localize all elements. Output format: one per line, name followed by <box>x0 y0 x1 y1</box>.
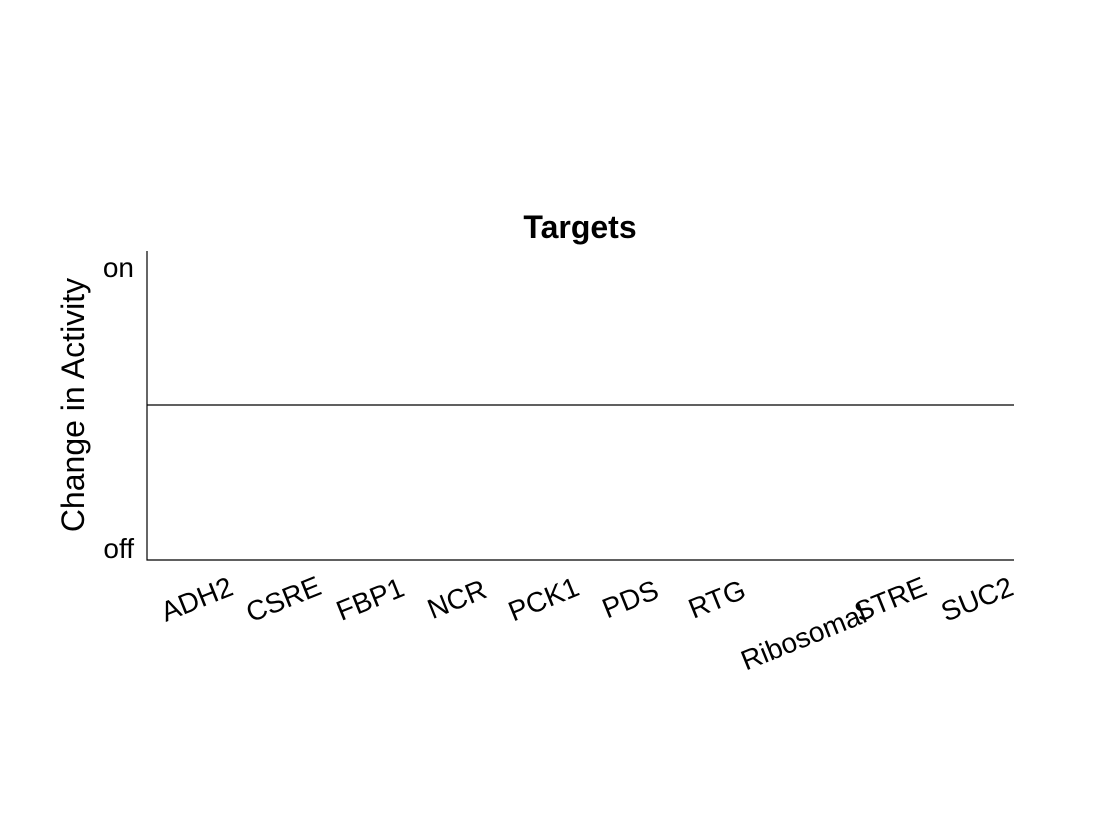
axis-lines <box>146 251 1014 561</box>
y-tick-label: on <box>103 252 134 283</box>
y-axis-label: Change in Activity <box>55 278 91 532</box>
y-tick-label: off <box>103 533 134 564</box>
x-tick-label: NCR <box>423 573 491 624</box>
x-tick-label: ADH2 <box>156 571 237 628</box>
x-tick-label: CSRE <box>242 570 326 628</box>
x-tick-label: RTG <box>684 574 750 625</box>
x-tick-label: FBP1 <box>332 572 409 627</box>
x-tick-label: PCK1 <box>504 571 583 627</box>
x-tick-label: STRE <box>850 571 931 628</box>
chart-title: Targets <box>523 209 636 245</box>
x-tick-label: PDS <box>598 574 663 624</box>
y-ticks: on off <box>103 252 134 564</box>
x-tick-label: SUC2 <box>937 571 1018 628</box>
x-tick-label: Ribosomal <box>737 598 871 676</box>
